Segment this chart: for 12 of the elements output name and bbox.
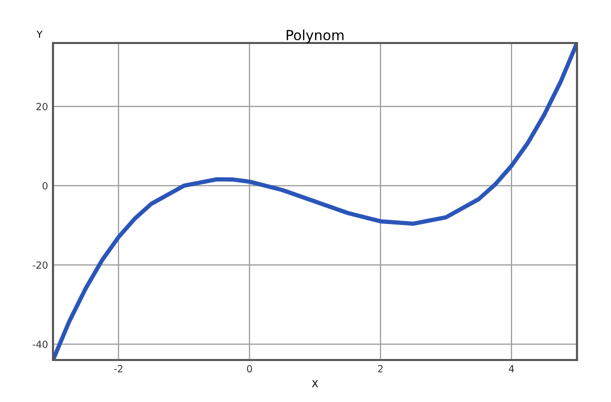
y-tick-label: -40	[32, 340, 48, 348]
y-tick-label: -20	[32, 261, 48, 269]
x-tick-label: -2	[114, 365, 122, 372]
y-tick-label: 20	[36, 102, 48, 110]
y-tick-label: 0	[42, 182, 48, 190]
line-series	[53, 43, 577, 360]
x-tick-label: 0	[247, 365, 252, 372]
x-tick-label: 4	[508, 365, 514, 372]
y-axis-title: Y	[36, 30, 43, 38]
x-tick-label: 2	[378, 365, 383, 372]
chart-title: Polynom	[286, 30, 344, 43]
x-axis-title: X	[312, 380, 318, 388]
